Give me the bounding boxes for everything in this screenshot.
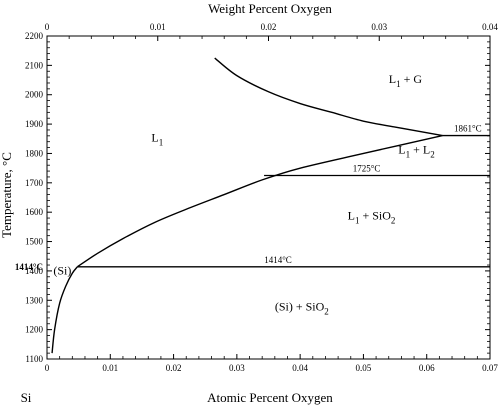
phase-boundary [214,57,443,137]
y-tick-label: 1800 [25,148,44,158]
phase-region-label: (Si) + SiO2 [275,300,329,317]
plot-border [46,35,491,360]
phase-region-label: L1 + L2 [398,142,434,159]
phase-boundary-curves [51,57,443,354]
phase-region-label: (Si) [53,263,71,277]
phase-boundary [76,134,443,268]
y-tick-label: 1700 [25,178,44,188]
y-axis: 1100 1200 1300 1400 1500 1600 1700 1800 1900 2000… [15,31,490,364]
x-top-tick-label: 0 [45,22,50,32]
phase-boundary [51,266,78,354]
isotherm-label: 1414°C [264,255,292,265]
y-tick-label: 1100 [25,354,43,364]
x-top-tick-label: 0.04 [482,22,498,32]
x-tick-label: 0.06 [419,363,435,373]
isotherm-label: 1861°C [454,124,482,134]
y-tick-label: 1400 [25,266,44,276]
x-top-tick-label: 0.02 [261,22,277,32]
x-axis-top: 0 0.01 0.02 0.03 0.04 [45,22,498,41]
x-axis-title-top: Weight Percent Oxygen [208,1,332,16]
y-tick-label: 1600 [25,207,44,217]
corner-label: Si [21,390,32,405]
isotherm-label: 1725°C [353,163,381,173]
y-tick-label: 1500 [25,237,44,247]
y-axis-title: Temperature, °C [0,152,14,238]
x-tick-label: 0.04 [292,363,308,373]
x-tick-label: 0 [45,363,50,373]
y-tick-label: 1900 [25,119,44,129]
x-axis-title-bottom: Atomic Percent Oxygen [207,390,333,405]
isotherm-lines [77,134,490,268]
y-tick-label: 1200 [25,325,44,335]
phase-region-label: L1 [151,131,163,148]
phase-region-label: L1 + SiO2 [348,209,396,226]
y-tick-label: 2100 [25,60,44,70]
y-tick-label: 1300 [25,295,44,305]
y-special-label: 1414°C [15,262,43,272]
x-tick-label: 0.01 [102,363,118,373]
isotherm-annotations: 1414°C 1725°C 1861°C [264,124,481,265]
y-tick-label: 2200 [25,31,44,41]
y-tick-label: 2000 [25,90,44,100]
x-axis-bottom: 0 0.01 0.02 0.03 0.04 0.05 0.06 0.07 [45,354,498,373]
x-tick-label: 0.07 [482,363,498,373]
plot-frame [46,35,491,360]
x-top-tick-label: 0.01 [150,22,166,32]
x-tick-label: 0.03 [229,363,245,373]
x-top-tick-label: 0.03 [371,22,387,32]
phase-region-labels: L1 L1 + G L1 + L2 L1 + SiO2 (Si) + SiO2 (Si) [53,72,434,317]
x-tick-label: 0.05 [356,363,372,373]
x-tick-label: 0.02 [166,363,182,373]
phase-region-label: L1 + G [389,72,423,89]
